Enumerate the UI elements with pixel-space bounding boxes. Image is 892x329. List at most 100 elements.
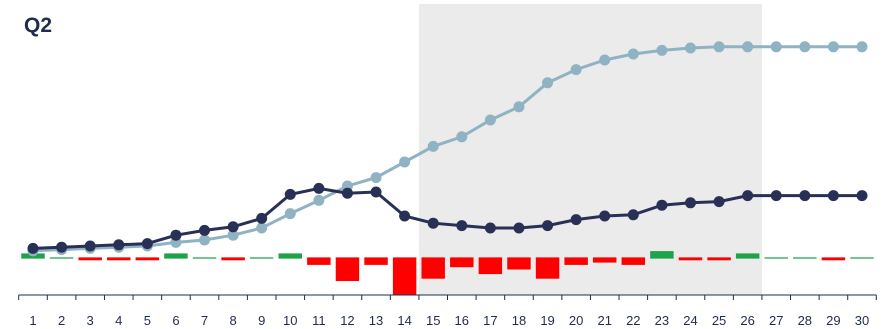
bar bbox=[392, 258, 417, 295]
series-point bbox=[456, 220, 468, 232]
series-point bbox=[627, 48, 639, 60]
series-point bbox=[370, 186, 382, 198]
series-point bbox=[199, 234, 211, 246]
series-point bbox=[799, 41, 811, 53]
x-tick-label: 22 bbox=[626, 313, 640, 328]
x-tick-label: 19 bbox=[540, 313, 554, 328]
series-point bbox=[484, 114, 496, 126]
bar bbox=[278, 253, 302, 258]
series-point bbox=[542, 220, 554, 232]
bar bbox=[364, 258, 388, 265]
series-point bbox=[627, 209, 639, 221]
x-tick-label: 24 bbox=[683, 313, 697, 328]
bar bbox=[564, 258, 588, 265]
series-point bbox=[713, 196, 725, 208]
chart-title: Q2 bbox=[24, 14, 53, 37]
bar bbox=[135, 258, 160, 261]
x-tick-label: 7 bbox=[201, 313, 208, 328]
bar bbox=[678, 258, 703, 261]
series-point bbox=[256, 212, 268, 224]
x-tick-label: 17 bbox=[483, 313, 497, 328]
series-point bbox=[399, 156, 411, 168]
series-point bbox=[827, 190, 839, 202]
series-point bbox=[256, 222, 268, 234]
x-tick-label: 15 bbox=[426, 313, 440, 328]
series-point bbox=[284, 208, 296, 220]
series-point bbox=[742, 190, 754, 202]
x-tick-label: 13 bbox=[369, 313, 383, 328]
bar bbox=[307, 258, 331, 265]
series-point bbox=[27, 242, 39, 254]
bar bbox=[821, 258, 846, 261]
lines-layer bbox=[27, 41, 868, 257]
series-point bbox=[170, 229, 182, 241]
bar bbox=[107, 258, 131, 261]
series-point bbox=[199, 224, 211, 236]
x-axis: 1 2 3 4 5 6 7 8 9 10 11 12 13 14 15 16 17 18 19 20 21 22 23 24 2… bbox=[18, 294, 877, 328]
series-point bbox=[227, 221, 239, 233]
x-tick-label: 9 bbox=[258, 313, 265, 328]
series-point bbox=[542, 77, 554, 89]
series-point bbox=[856, 41, 868, 53]
bar bbox=[650, 251, 674, 258]
x-tick-label: 28 bbox=[798, 313, 812, 328]
x-tick-label: 12 bbox=[340, 313, 354, 328]
bar bbox=[164, 253, 188, 258]
series-point bbox=[227, 229, 239, 241]
series-point bbox=[599, 54, 611, 66]
bar bbox=[593, 258, 617, 263]
x-tick-label: 11 bbox=[312, 313, 326, 328]
series-point bbox=[113, 239, 125, 251]
x-tick-label: 5 bbox=[144, 313, 151, 328]
bar bbox=[335, 258, 360, 281]
x-tick-label: 14 bbox=[397, 313, 411, 328]
bars-layer bbox=[21, 251, 846, 295]
x-tick-label: 23 bbox=[655, 313, 669, 328]
x-tick-label: 26 bbox=[740, 313, 754, 328]
x-tick-label: 4 bbox=[115, 313, 122, 328]
series-point bbox=[313, 194, 325, 206]
bar bbox=[421, 258, 445, 279]
bar bbox=[78, 258, 102, 261]
x-tick-label: 27 bbox=[769, 313, 783, 328]
series-point bbox=[684, 42, 696, 54]
series-point bbox=[713, 41, 725, 53]
series-point bbox=[770, 190, 782, 202]
x-tick-label: 30 bbox=[855, 313, 869, 328]
series-point bbox=[656, 44, 668, 56]
series-point bbox=[427, 140, 439, 152]
series-point bbox=[456, 131, 468, 143]
x-tick-label: 21 bbox=[597, 313, 611, 328]
series-point bbox=[484, 222, 496, 234]
series-point bbox=[399, 210, 411, 222]
highlight-region-layer bbox=[418, 4, 762, 295]
x-tick-label: 3 bbox=[87, 313, 94, 328]
bar bbox=[535, 258, 560, 279]
series-point bbox=[684, 197, 696, 209]
x-tick-label: 29 bbox=[826, 313, 840, 328]
series-point bbox=[570, 214, 582, 226]
x-tick-label: 6 bbox=[172, 313, 179, 328]
series-point bbox=[599, 210, 611, 222]
series-point bbox=[770, 41, 782, 53]
x-tick-label: 20 bbox=[569, 313, 583, 328]
series-point bbox=[570, 64, 582, 76]
series-point bbox=[313, 182, 325, 194]
x-tick-label: 25 bbox=[712, 313, 726, 328]
series-point bbox=[656, 199, 668, 211]
highlight-region bbox=[418, 4, 762, 295]
series-point bbox=[799, 190, 811, 202]
x-tick-label: 18 bbox=[512, 313, 526, 328]
series-point bbox=[513, 101, 525, 113]
series-point bbox=[141, 238, 153, 250]
bar bbox=[621, 258, 646, 265]
bar bbox=[707, 258, 731, 261]
x-tick-label: 16 bbox=[455, 313, 469, 328]
x-tick-label: 2 bbox=[58, 313, 65, 328]
x-tick-label: 10 bbox=[283, 313, 297, 328]
bar bbox=[450, 258, 474, 268]
series-point bbox=[56, 241, 68, 253]
bar bbox=[735, 253, 760, 258]
bar bbox=[507, 258, 531, 270]
